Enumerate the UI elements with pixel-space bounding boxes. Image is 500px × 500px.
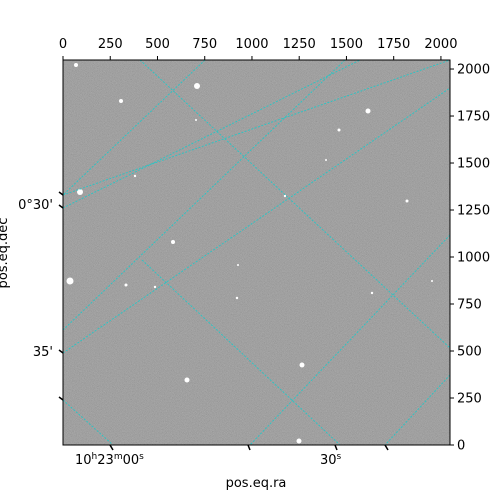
grid-line-dec (141, 259, 341, 445)
ra-tick-label-minutes-unit: m (114, 452, 123, 462)
right-tick-label: 0 (457, 439, 465, 454)
star (66, 277, 74, 285)
star (235, 296, 239, 300)
ra-tick-mark (247, 444, 251, 451)
top-tick-label: 2000 (424, 37, 457, 52)
grid-line-ra (63, 399, 114, 445)
ra-tick-mark (384, 444, 389, 451)
top-tick-label: 1500 (330, 37, 363, 52)
star-field (66, 63, 433, 444)
top-axis: 0 250 500 750 1000 1250 1500 1750 2000 (59, 37, 457, 60)
star (283, 194, 287, 198)
dec-tick-label-2: 35' (33, 345, 53, 360)
ra-tick-label-seconds-unit: s (139, 452, 144, 462)
star (299, 362, 305, 368)
grid-line-ra (63, 87, 450, 354)
dec-tick-mark (58, 204, 64, 209)
top-tick-label: 1750 (377, 37, 410, 52)
dec-tick-mark (58, 396, 64, 401)
star (296, 438, 302, 444)
grid-line-ra (63, 60, 206, 196)
grid-line-dec (249, 234, 450, 445)
star (184, 377, 190, 383)
right-tick-label: 750 (457, 298, 482, 313)
right-tick-label: 1500 (457, 157, 490, 172)
grid-line-dec (63, 60, 450, 196)
ra-tick-label-hours-unit: h (92, 452, 98, 462)
star (77, 189, 83, 195)
ra-axis (109, 444, 389, 451)
top-tick-label: 0 (59, 37, 67, 52)
sky-image (63, 60, 450, 445)
dec-tick-mark (58, 349, 64, 354)
dec-axis (58, 191, 64, 401)
ra-tick-label-2: 30s (320, 452, 342, 468)
ra-tick-label-minutes: 23 (97, 453, 114, 468)
ra-tick-label-hours: 10 (75, 453, 92, 468)
top-tick-label: 500 (145, 37, 170, 52)
star (337, 128, 341, 132)
y-axis-label: pos.eq.dec (0, 218, 11, 289)
right-tick-label: 1750 (457, 110, 490, 125)
right-tick-label: 250 (457, 392, 482, 407)
ra-tick-label-value: 30 (320, 453, 337, 468)
star (194, 83, 200, 89)
star (431, 280, 433, 282)
sky-image-noise (63, 60, 450, 445)
right-tick-label: 1250 (457, 204, 490, 219)
dec-tick-label-1: 0°30' (18, 198, 53, 213)
top-tick-label: 750 (192, 37, 217, 52)
right-axis: 0 250 500 750 1000 1250 1500 1750 2000 (450, 63, 490, 454)
top-tick-label: 250 (98, 37, 123, 52)
coordinate-grid (63, 60, 450, 445)
ra-tick-label-seconds: 00 (123, 453, 140, 468)
x-axis-label: pos.eq.ra (226, 476, 287, 491)
top-tick-label: 1250 (283, 37, 316, 52)
right-tick-label: 1000 (457, 251, 490, 266)
star (195, 119, 197, 121)
plot-frame (62, 59, 451, 446)
star (405, 199, 409, 203)
star (153, 285, 157, 289)
star (325, 159, 327, 161)
star (133, 174, 137, 178)
star (124, 283, 128, 287)
star (119, 99, 123, 103)
right-tick-label: 2000 (457, 63, 490, 78)
ra-tick-mark (334, 444, 338, 451)
ra-tick-label-1: 10h23m00s (75, 452, 144, 468)
right-tick-label: 500 (457, 345, 482, 360)
star (365, 108, 371, 114)
star (237, 264, 239, 266)
star (171, 240, 175, 244)
grid-line-ra (139, 60, 450, 349)
ra-tick-label-unit: s (337, 452, 342, 462)
dec-tick-mark (58, 191, 64, 196)
top-tick-label: 1000 (235, 37, 268, 52)
star (74, 63, 78, 67)
star (370, 291, 374, 295)
grid-line-ra (63, 60, 361, 209)
ra-tick-mark (109, 444, 114, 451)
grid-line-dec (384, 374, 450, 445)
